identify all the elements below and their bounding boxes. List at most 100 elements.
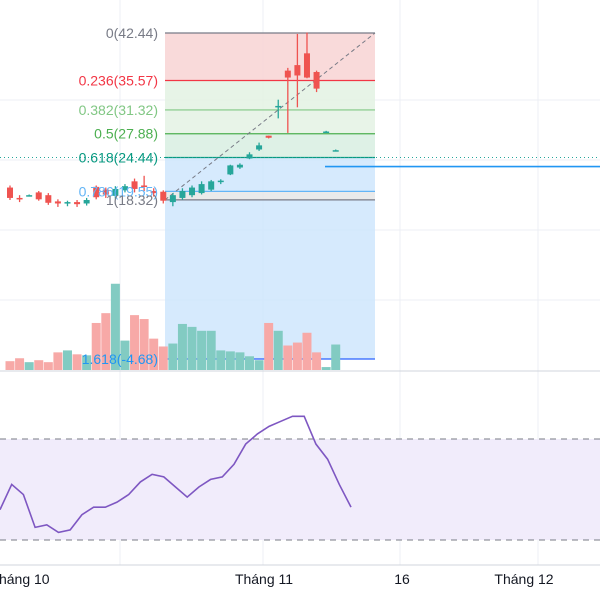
- fib-trendline: [164, 32, 376, 201]
- volume-bar: [101, 313, 111, 370]
- candle-body: [141, 185, 148, 187]
- candle-body: [256, 145, 263, 150]
- volume-bar: [273, 330, 283, 370]
- fib-zone-0.236: [165, 33, 375, 81]
- rsi-line: [0, 415, 352, 534]
- volume-bar: [149, 338, 159, 370]
- volume-bar: [168, 343, 178, 370]
- candle-body: [64, 202, 71, 204]
- volume-bar: [187, 326, 197, 370]
- volume-bar: [225, 351, 235, 370]
- candle-body: [83, 200, 90, 204]
- volume-bar: [312, 352, 322, 370]
- fibonacci-labels: 0(42.44) 0.236(35.57) 0.382(31.32) 0.5(27.8…: [79, 25, 158, 367]
- candle-body: [217, 180, 224, 183]
- candle-body: [54, 201, 61, 204]
- rsi-band-fill: [0, 439, 600, 540]
- fibonacci-retracement[interactable]: [164, 32, 376, 360]
- candle-body: [102, 189, 109, 195]
- volume-bar: [177, 323, 187, 370]
- candle-body: [189, 187, 196, 196]
- volume-bar: [130, 315, 140, 370]
- fib-zone-0.786: [165, 157, 375, 192]
- volume-bar: [5, 361, 15, 370]
- candle-body: [332, 150, 339, 152]
- volume-bar: [235, 352, 245, 370]
- volume-bar: [158, 346, 168, 370]
- volume-bar: [15, 358, 25, 370]
- overlays: [0, 157, 600, 168]
- volume-bar: [139, 319, 149, 370]
- volume-bar: [264, 322, 274, 370]
- fib-label-0.618: 0.618(24.44): [79, 150, 158, 166]
- volume-bars: [5, 283, 341, 370]
- candle-body: [160, 191, 167, 201]
- candle-body: [112, 188, 119, 196]
- volume-bar: [302, 332, 312, 370]
- candle-body: [35, 192, 42, 200]
- fib-label-0.5: 0.5(27.88): [94, 126, 158, 142]
- rsi-pane[interactable]: [0, 415, 600, 541]
- candle-body: [7, 187, 13, 198]
- volume-bar: [110, 283, 120, 370]
- candle-body: [323, 131, 330, 134]
- candle-body: [198, 184, 205, 194]
- volume-bar: [62, 350, 72, 370]
- volume-bar: [72, 354, 82, 370]
- fib-label-0.382: 0.382(31.32): [79, 102, 158, 118]
- candle-body: [208, 181, 215, 190]
- volume-bar: [24, 362, 34, 370]
- x-tick-label: Tháng 12: [494, 571, 553, 587]
- x-tick-label: Tháng 10: [0, 571, 50, 587]
- candle-body: [294, 65, 301, 76]
- fib-label-1.618: 1.618(-4.68): [82, 351, 158, 367]
- fib-zone-0.5: [165, 109, 375, 134]
- volume-bar: [254, 360, 264, 370]
- x-tick-label: 16: [394, 571, 410, 587]
- volume-bar: [216, 350, 226, 370]
- candle-body: [313, 72, 320, 89]
- volume-bar: [91, 322, 101, 370]
- candle-body: [121, 186, 128, 191]
- candle-body: [227, 165, 234, 175]
- candle-body: [284, 70, 291, 78]
- candle-body: [179, 191, 186, 198]
- fib-label-0.786: 0.786(19.55): [79, 183, 158, 199]
- candlestick-series[interactable]: [7, 32, 339, 207]
- candle-body: [303, 53, 310, 78]
- candle-body: [246, 154, 253, 159]
- volume-bar: [34, 360, 44, 370]
- volume-bar: [43, 362, 53, 370]
- fib-zone-0.618: [165, 133, 375, 158]
- volume-bar: [53, 352, 63, 370]
- fib-zone-0.382: [165, 80, 375, 110]
- volume-bar: [197, 330, 207, 370]
- fib-label-0.236: 0.236(35.57): [79, 73, 158, 89]
- candle-body: [169, 195, 176, 203]
- candle-body: [265, 135, 272, 138]
- volume-bar: [120, 340, 130, 370]
- volume-bar: [283, 345, 293, 370]
- x-tick-label: Tháng 11: [235, 571, 293, 587]
- fib-label-1: 1(18.32): [106, 192, 158, 208]
- candle-body: [236, 164, 243, 168]
- volume-bar: [245, 356, 254, 370]
- candle-body: [45, 195, 52, 203]
- fib-label-0: 0(42.44): [106, 25, 158, 41]
- candle-body: [93, 186, 100, 198]
- volume-bar: [321, 367, 331, 370]
- time-axis: Tháng 10 Tháng 11 16 Tháng 12: [0, 571, 554, 587]
- candle-body: [275, 105, 282, 108]
- candle-body: [26, 195, 33, 197]
- volume-bar: [292, 342, 302, 370]
- candle-body: [16, 197, 23, 200]
- candle-body: [150, 191, 157, 194]
- candle-body: [131, 181, 138, 189]
- volume-bar: [82, 355, 92, 370]
- volume-bar: [206, 330, 216, 370]
- fib-zone-1: [165, 191, 375, 200]
- volume-bar: [331, 344, 341, 370]
- candle-body: [74, 202, 81, 205]
